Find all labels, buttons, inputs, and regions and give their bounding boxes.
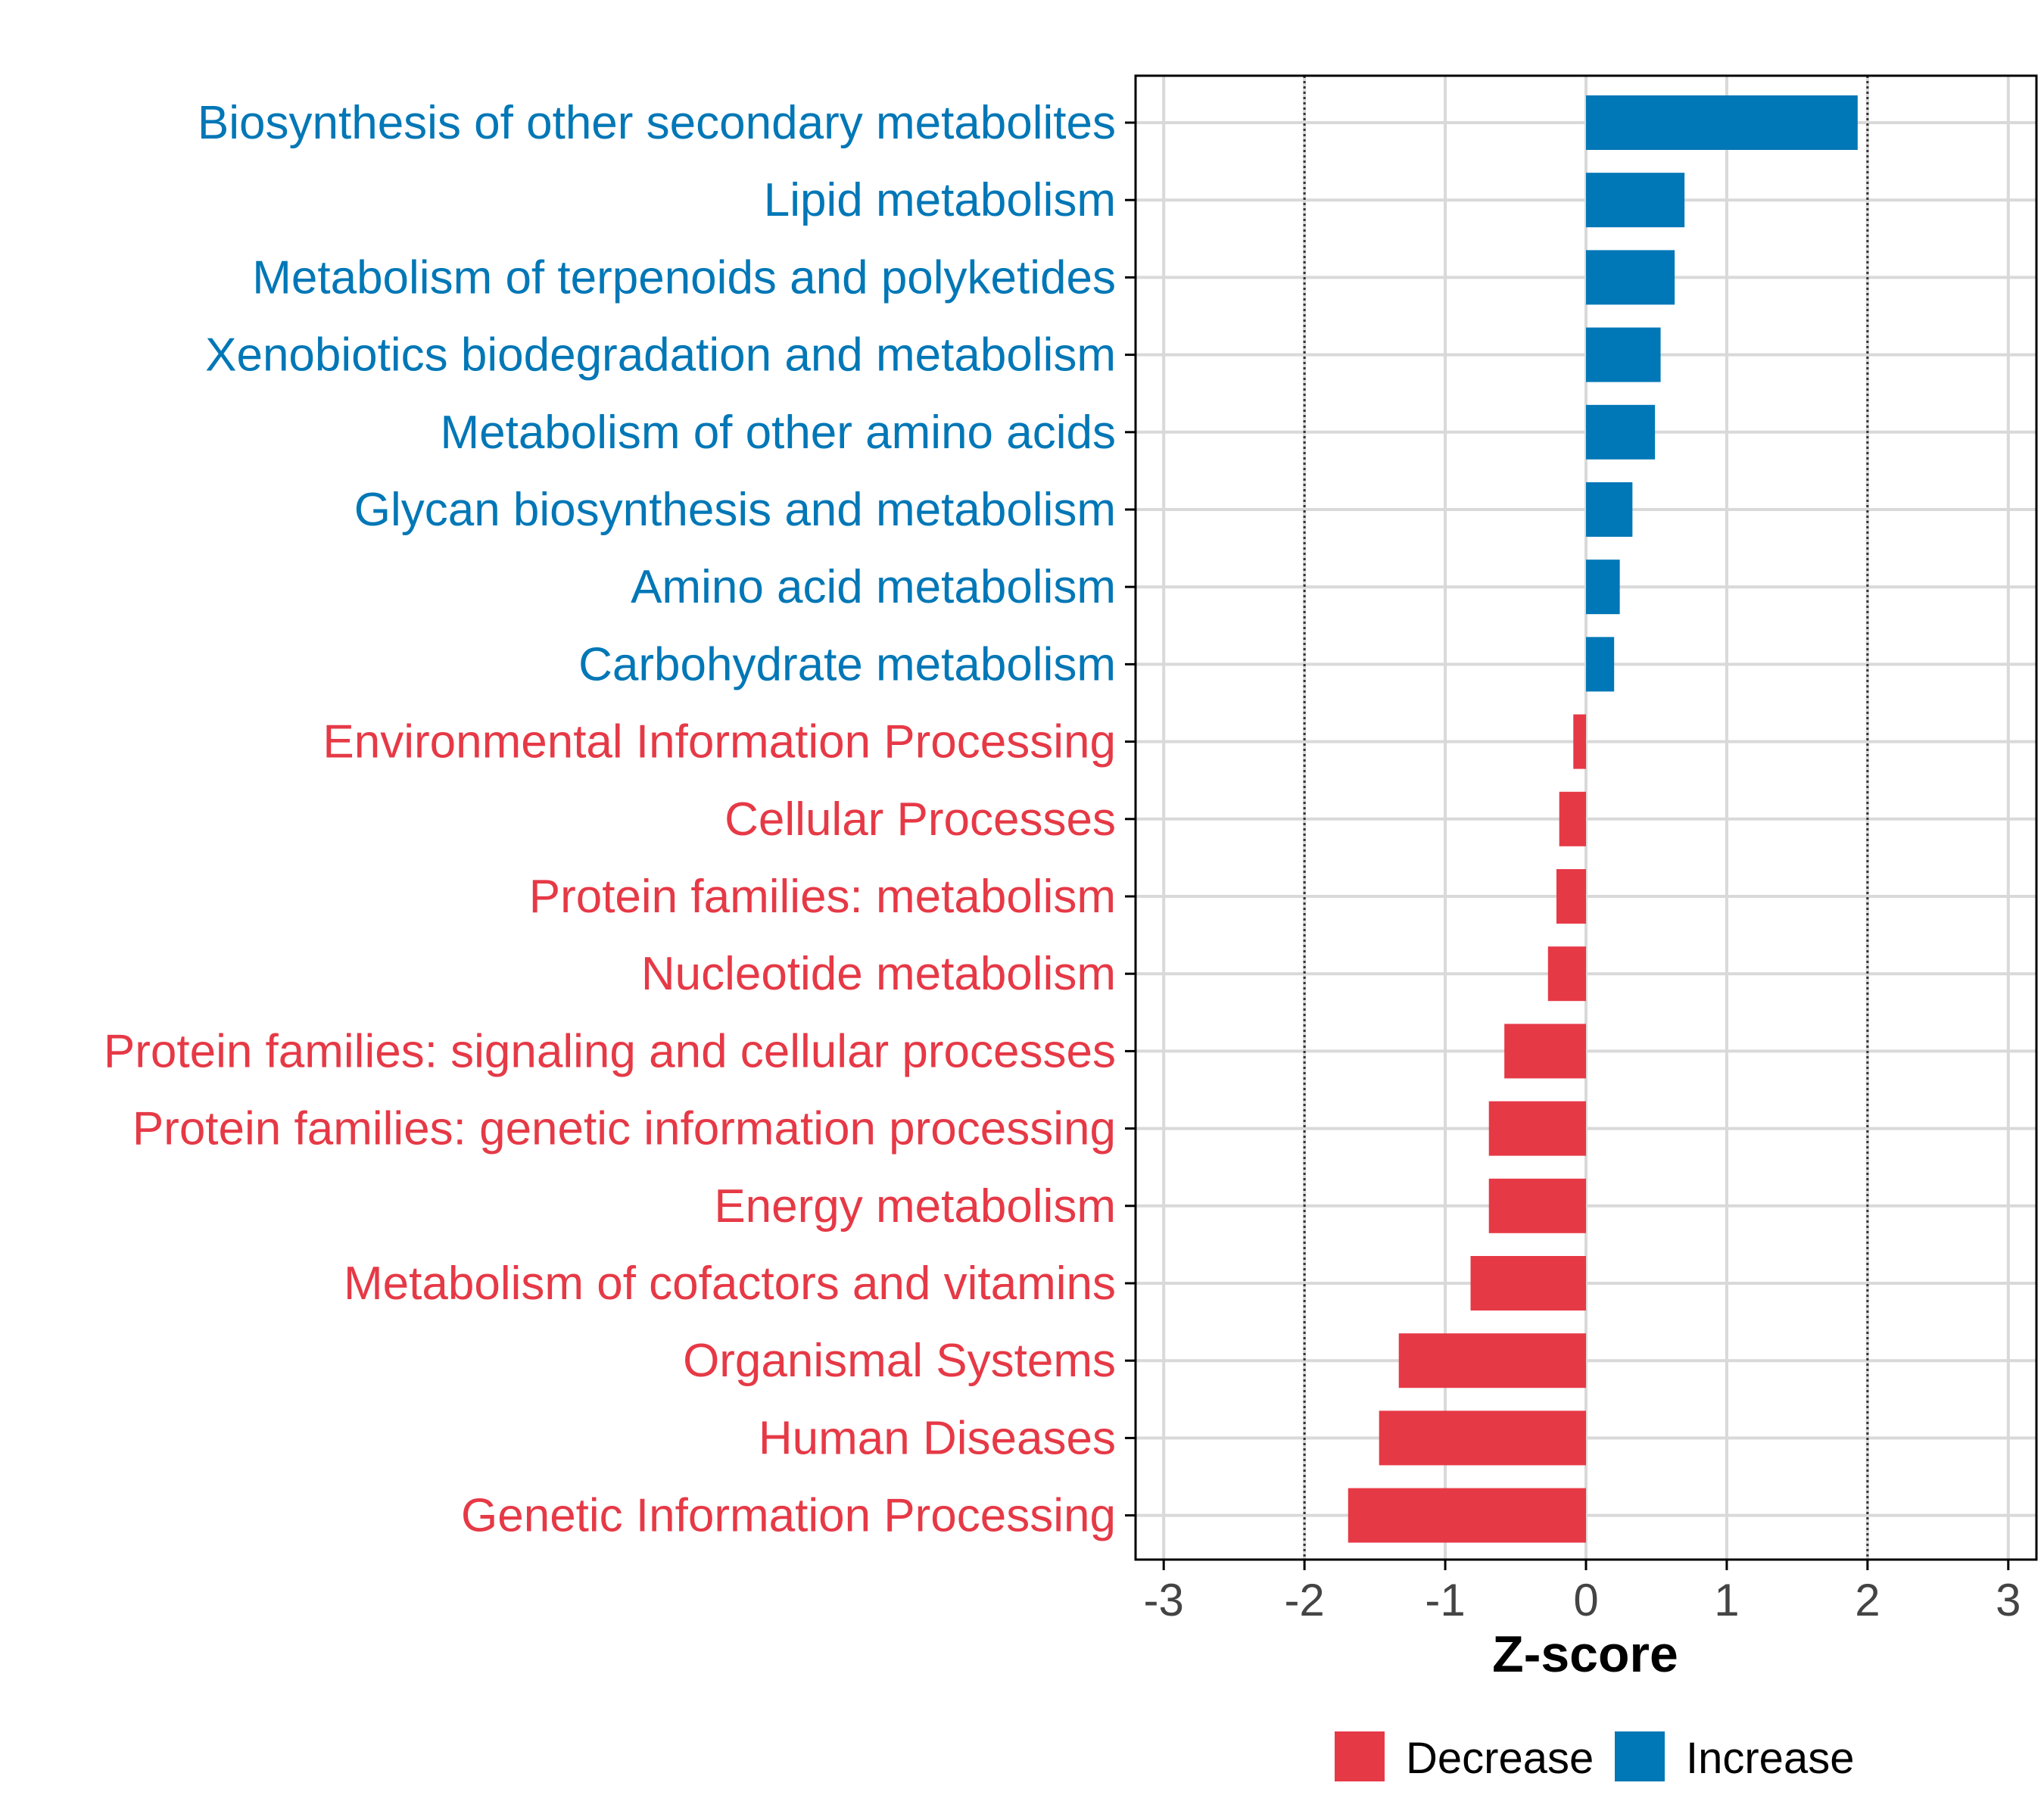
bar-0 <box>1586 95 1858 150</box>
bars <box>1348 95 1858 1543</box>
y-axis-labels: Biosynthesis of other secondary metaboli… <box>104 97 1116 1542</box>
x-tick-label-5: 2 <box>1855 1575 1880 1625</box>
legend-label-increase: Increase <box>1686 1734 1854 1783</box>
bar-17 <box>1379 1410 1586 1466</box>
category-label-18: Genetic Information Processing <box>461 1490 1116 1542</box>
bar-16 <box>1398 1333 1586 1388</box>
bar-9 <box>1559 791 1586 846</box>
category-label-1: Lipid metabolism <box>764 174 1116 226</box>
legend: Decrease Increase <box>1335 1731 1854 1783</box>
category-label-6: Amino acid metabolism <box>631 561 1116 613</box>
bar-12 <box>1504 1024 1586 1079</box>
category-label-7: Carbohydrate metabolism <box>578 638 1116 690</box>
category-label-13: Protein families: genetic information pr… <box>132 1103 1116 1155</box>
category-label-0: Biosynthesis of other secondary metaboli… <box>198 97 1116 149</box>
legend-swatch-decrease <box>1335 1731 1385 1781</box>
bar-10 <box>1556 869 1586 924</box>
category-label-15: Metabolism of cofactors and vitamins <box>344 1258 1116 1310</box>
x-axis-labels: -3 -2 -1 0 1 2 3 <box>1144 1575 2021 1625</box>
bar-5 <box>1586 482 1633 537</box>
category-label-8: Environmental Information Processing <box>322 716 1116 768</box>
reference-lines <box>1303 76 1869 1560</box>
bar-8 <box>1573 714 1586 769</box>
bar-6 <box>1586 559 1620 615</box>
bar-13 <box>1488 1101 1586 1156</box>
x-axis-ticks <box>1162 1560 2010 1570</box>
category-label-4: Metabolism of other amino acids <box>440 407 1116 459</box>
category-label-17: Human Diseases <box>759 1412 1116 1464</box>
category-label-10: Protein families: metabolism <box>529 871 1116 923</box>
x-tick-label-1: -2 <box>1284 1575 1324 1625</box>
category-label-16: Organismal Systems <box>683 1335 1116 1387</box>
bar-3 <box>1586 327 1661 382</box>
category-label-5: Glycan biosynthesis and metabolism <box>354 484 1116 536</box>
category-label-11: Nucleotide metabolism <box>641 948 1116 1000</box>
category-label-12: Protein families: signaling and cellular… <box>104 1025 1116 1077</box>
y-axis-ticks <box>1125 121 1136 1517</box>
bar-1 <box>1586 173 1685 228</box>
bar-7 <box>1586 637 1615 692</box>
x-tick-label-2: -1 <box>1425 1575 1465 1625</box>
bar-4 <box>1586 404 1656 460</box>
category-label-14: Energy metabolism <box>714 1180 1116 1233</box>
category-label-9: Cellular Processes <box>724 793 1116 846</box>
bar-14 <box>1488 1178 1586 1233</box>
x-axis-title: Z-score <box>1492 1625 1678 1683</box>
x-tick-label-3: 0 <box>1573 1575 1598 1625</box>
bar-18 <box>1348 1488 1586 1543</box>
x-tick-label-0: -3 <box>1144 1575 1184 1625</box>
legend-swatch-increase <box>1615 1731 1665 1781</box>
category-label-2: Metabolism of terpenoids and polyketides <box>252 251 1116 304</box>
x-tick-label-4: 1 <box>1714 1575 1739 1625</box>
x-tick-label-6: 3 <box>1996 1575 2021 1625</box>
bar-11 <box>1547 946 1586 1002</box>
bar-2 <box>1586 250 1675 305</box>
legend-label-decrease: Decrease <box>1406 1734 1594 1783</box>
bar-15 <box>1470 1256 1586 1311</box>
category-label-3: Xenobiotics biodegradation and metabolis… <box>205 329 1116 382</box>
